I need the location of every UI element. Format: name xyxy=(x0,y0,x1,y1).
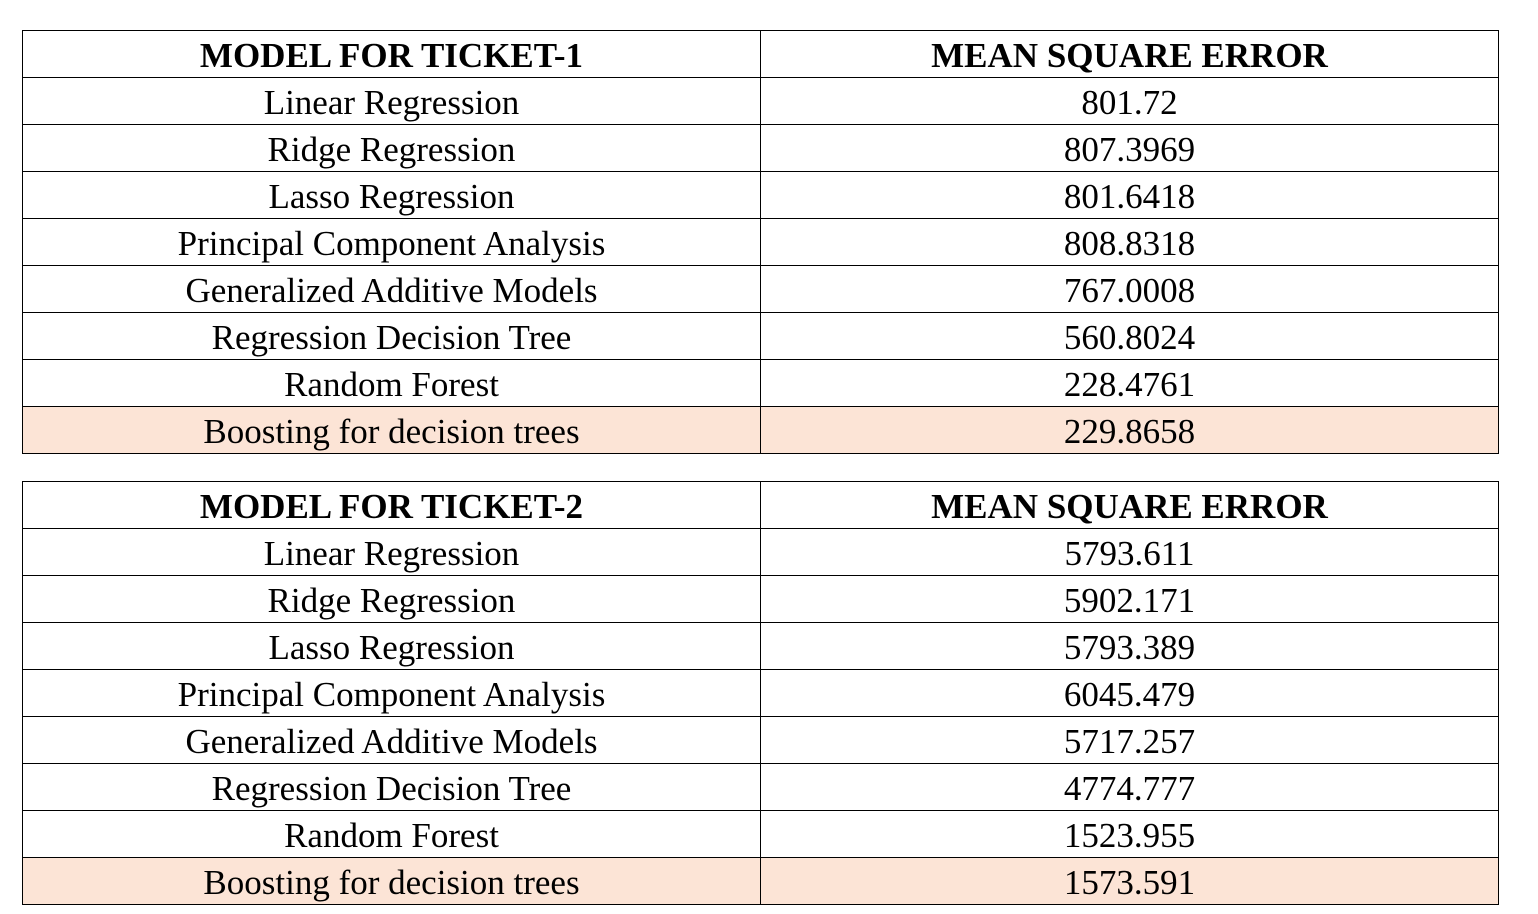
table-row: Ridge Regression 807.3969 xyxy=(22,124,1499,172)
table-header-row: MODEL FOR TICKET-1 MEAN SQUARE ERROR xyxy=(22,30,1499,78)
model-cell: Generalized Additive Models xyxy=(22,716,761,764)
table-row: Principal Component Analysis 808.8318 xyxy=(22,218,1499,266)
model-column-header: MODEL FOR TICKET-1 xyxy=(22,30,761,78)
table-row-highlighted: Boosting for decision trees 1573.591 xyxy=(22,857,1499,905)
table-row: Principal Component Analysis 6045.479 xyxy=(22,669,1499,717)
model-cell: Boosting for decision trees xyxy=(22,406,761,454)
model-cell: Boosting for decision trees xyxy=(22,857,761,905)
mse-cell: 1523.955 xyxy=(760,810,1499,858)
model-cell: Lasso Regression xyxy=(22,171,761,219)
table-row: Generalized Additive Models 767.0008 xyxy=(22,265,1499,313)
mse-cell: 228.4761 xyxy=(760,359,1499,407)
mse-cell: 229.8658 xyxy=(760,406,1499,454)
mse-cell: 4774.777 xyxy=(760,763,1499,811)
model-cell: Regression Decision Tree xyxy=(22,763,761,811)
mse-cell: 560.8024 xyxy=(760,312,1499,360)
model-column-header: MODEL FOR TICKET-2 xyxy=(22,481,761,529)
model-cell: Ridge Regression xyxy=(22,124,761,172)
model-cell: Principal Component Analysis xyxy=(22,669,761,717)
model-cell: Random Forest xyxy=(22,359,761,407)
table-row: Linear Regression 801.72 xyxy=(22,77,1499,125)
mse-column-header: MEAN SQUARE ERROR xyxy=(760,481,1499,529)
table-row: Random Forest 1523.955 xyxy=(22,810,1499,858)
table-row: Lasso Regression 801.6418 xyxy=(22,171,1499,219)
mse-cell: 808.8318 xyxy=(760,218,1499,266)
mse-column-header: MEAN SQUARE ERROR xyxy=(760,30,1499,78)
mse-cell: 5902.171 xyxy=(760,575,1499,623)
model-cell: Linear Regression xyxy=(22,77,761,125)
mse-cell: 807.3969 xyxy=(760,124,1499,172)
table-row: Regression Decision Tree 560.8024 xyxy=(22,312,1499,360)
mse-cell: 801.72 xyxy=(760,77,1499,125)
mse-cell: 1573.591 xyxy=(760,857,1499,905)
model-cell: Ridge Regression xyxy=(22,575,761,623)
mse-cell: 801.6418 xyxy=(760,171,1499,219)
table-row: Linear Regression 5793.611 xyxy=(22,528,1499,576)
model-cell: Regression Decision Tree xyxy=(22,312,761,360)
model-cell: Principal Component Analysis xyxy=(22,218,761,266)
mse-cell: 5717.257 xyxy=(760,716,1499,764)
model-cell: Linear Regression xyxy=(22,528,761,576)
model-cell: Generalized Additive Models xyxy=(22,265,761,313)
table-row: Lasso Regression 5793.389 xyxy=(22,622,1499,670)
ticket-2-mse-table: MODEL FOR TICKET-2 MEAN SQUARE ERROR Lin… xyxy=(22,481,1499,905)
model-cell: Random Forest xyxy=(22,810,761,858)
table-row: Ridge Regression 5902.171 xyxy=(22,575,1499,623)
table-row: Random Forest 228.4761 xyxy=(22,359,1499,407)
table-row-highlighted: Boosting for decision trees 229.8658 xyxy=(22,406,1499,454)
mse-cell: 767.0008 xyxy=(760,265,1499,313)
mse-cell: 5793.389 xyxy=(760,622,1499,670)
table-row: Regression Decision Tree 4774.777 xyxy=(22,763,1499,811)
table-header-row: MODEL FOR TICKET-2 MEAN SQUARE ERROR xyxy=(22,481,1499,529)
ticket-1-mse-table: MODEL FOR TICKET-1 MEAN SQUARE ERROR Lin… xyxy=(22,30,1499,454)
model-cell: Lasso Regression xyxy=(22,622,761,670)
table-row: Generalized Additive Models 5717.257 xyxy=(22,716,1499,764)
mse-cell: 6045.479 xyxy=(760,669,1499,717)
mse-cell: 5793.611 xyxy=(760,528,1499,576)
